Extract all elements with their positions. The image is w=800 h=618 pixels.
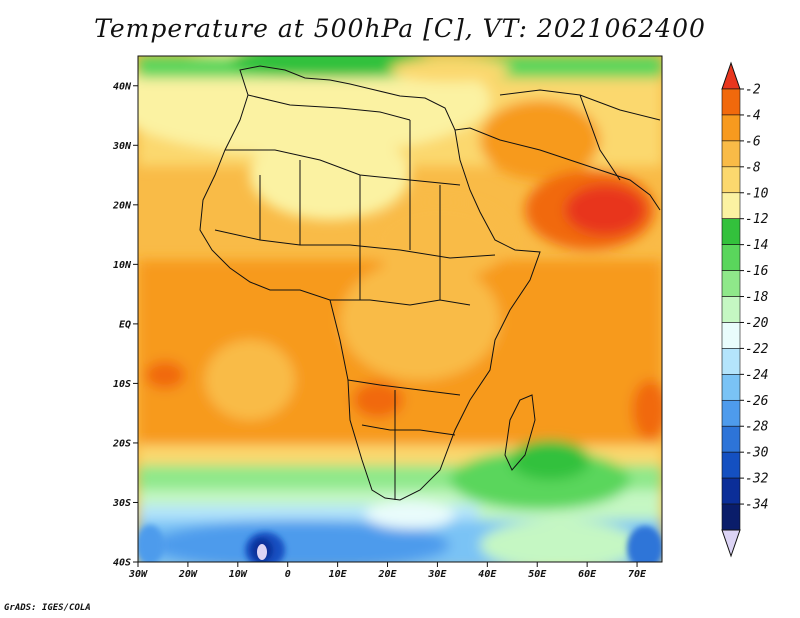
colorbar-swatch	[721, 503, 741, 531]
colorbar: -2 -4 -6 -8 -10 -12 -14 -16 -18 -20 -22 -24 -26 -28 -3…	[721, 61, 769, 558]
colorbar-label: -8	[745, 160, 761, 175]
colorbar-swatch	[721, 270, 741, 297]
colorbar-swatch	[721, 88, 741, 116]
lat-label: 10S	[113, 379, 131, 390]
longitude-axis: 30W 20W 10W 0 10E 20E 30E 40E 50E 60E 70E	[128, 562, 647, 580]
lat-label: 20N	[112, 200, 132, 211]
lon-label: 20E	[377, 569, 397, 580]
colorbar-label: -16	[745, 264, 769, 279]
colorbar-swatch	[721, 296, 741, 323]
colorbar-swatch	[721, 348, 741, 375]
colorbar-label: -28	[745, 420, 769, 435]
colorbar-swatch	[721, 322, 741, 349]
colorbar-label: -24	[745, 368, 768, 383]
colorbar-swatch	[721, 114, 741, 142]
latitude-axis: 40N 30N 20N 10N EQ 10S 20S 30S 40S	[112, 81, 138, 569]
lon-label: 40E	[478, 569, 497, 580]
lat-label: EQ	[119, 319, 131, 330]
lat-label: 20S	[112, 438, 131, 449]
lon-label: 30E	[427, 569, 447, 580]
colorbar-swatch	[721, 477, 741, 505]
colorbar-label: -22	[745, 342, 769, 357]
map-frame	[137, 55, 663, 563]
colorbar-swatch	[721, 425, 741, 453]
credit-text: GrADS: IGES/COLA	[4, 603, 91, 613]
chart-title: Temperature at 500hPa [C], VT: 202106240…	[94, 14, 706, 43]
colorbar-label: -12	[745, 212, 769, 227]
coastlines	[199, 65, 661, 501]
colorbar-label: -6	[745, 134, 761, 149]
colorbar-label: -30	[745, 446, 769, 461]
colorbar-label: -2	[745, 83, 761, 98]
colorbar-swatch	[721, 218, 741, 245]
lat-label: 40N	[113, 81, 132, 92]
colorbar-swatch	[721, 399, 741, 427]
colorbar-label: -26	[745, 394, 769, 409]
colorbar-label: -32	[745, 472, 769, 487]
colorbar-label: -20	[745, 316, 769, 331]
lon-label: 70E	[628, 569, 647, 580]
lat-label: 30S	[112, 498, 131, 509]
colorbar-label: -4	[745, 108, 761, 123]
colorbar-label: -18	[745, 290, 769, 305]
colorbar-label: -34	[745, 498, 768, 513]
colorbar-swatch	[721, 166, 741, 194]
colorbar-swatch	[721, 140, 741, 168]
colorbar-swatch	[721, 374, 741, 401]
lon-label: 10W	[229, 569, 248, 580]
lat-label: 10N	[113, 260, 132, 271]
colorbar-bottom-arrow	[721, 529, 741, 558]
colorbar-top-arrow	[721, 61, 741, 90]
lon-label: 60E	[578, 569, 597, 580]
temperature-field	[138, 56, 662, 562]
lon-label: 50E	[528, 569, 547, 580]
colorbar-swatch	[721, 192, 741, 220]
lat-label: 40S	[113, 558, 131, 569]
lon-label: 0	[285, 569, 291, 580]
colorbar-label: -14	[745, 238, 768, 253]
lon-label: 20W	[178, 569, 198, 580]
colorbar-label: -10	[745, 186, 769, 201]
lon-label: 30W	[128, 569, 148, 580]
lon-label: 10E	[329, 569, 348, 580]
colorbar-swatch	[721, 244, 741, 271]
lat-label: 30N	[112, 141, 132, 152]
colorbar-swatch	[721, 451, 741, 479]
